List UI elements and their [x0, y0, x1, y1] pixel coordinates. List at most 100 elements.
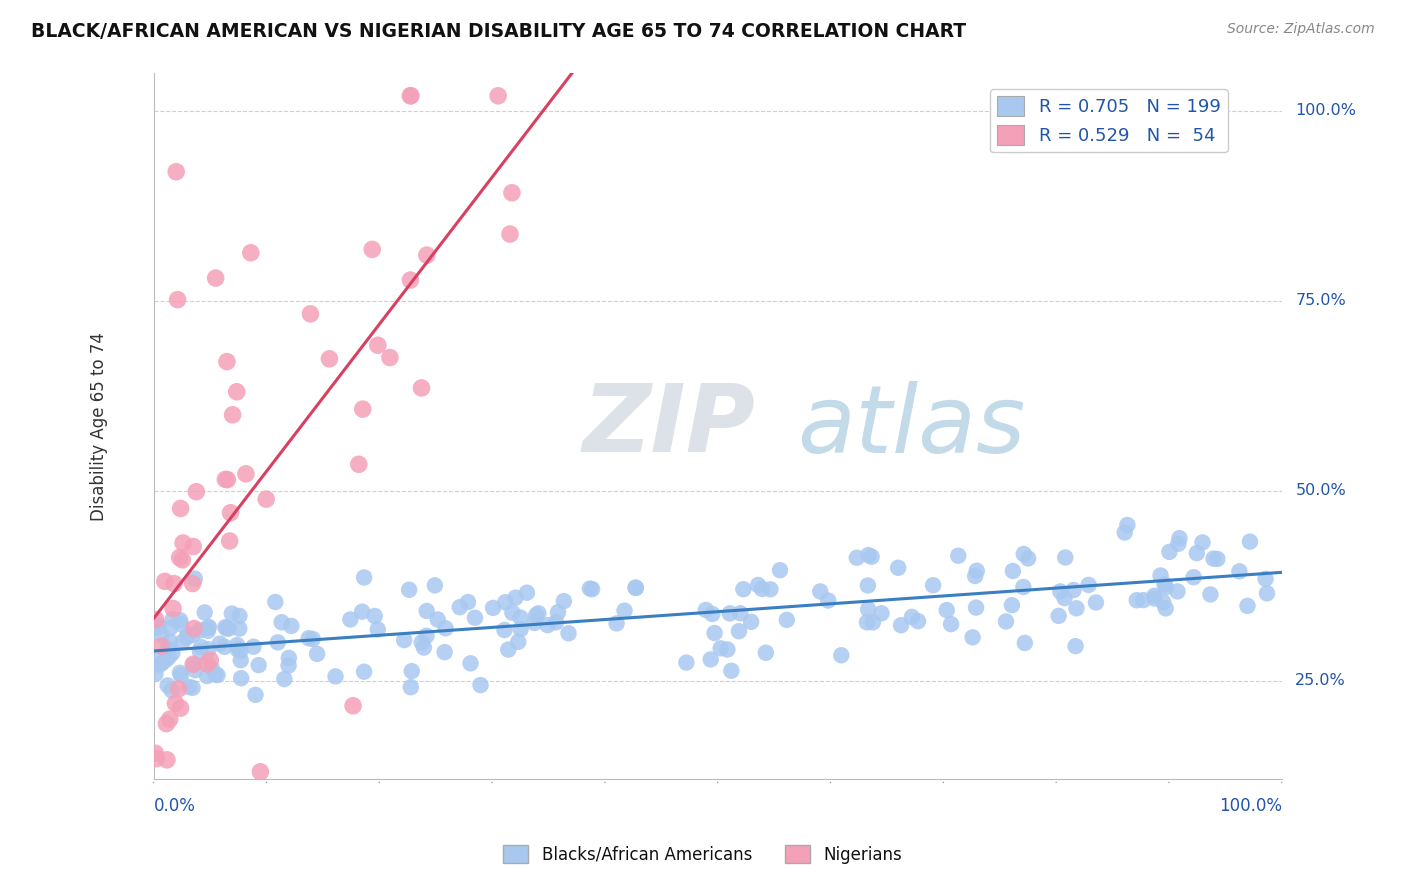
Point: [156, 641, 179, 656]
Text: ZIP: ZIP: [582, 380, 755, 472]
Point: [1239, 534, 1261, 549]
Point: [1132, 593, 1154, 607]
Point: [159, 634, 181, 648]
Text: 75.0%: 75.0%: [1295, 293, 1346, 309]
Point: [169, 665, 191, 680]
Point: [1066, 601, 1088, 615]
Point: [1084, 595, 1107, 609]
Point: [156, 753, 179, 767]
Point: [747, 578, 769, 592]
Point: [962, 631, 984, 645]
Point: [226, 642, 249, 657]
Point: [1166, 584, 1188, 599]
Point: [347, 458, 370, 472]
Point: [1053, 591, 1076, 606]
Point: [200, 653, 222, 667]
Text: 0.0%: 0.0%: [153, 797, 195, 815]
Point: [152, 656, 174, 670]
Point: [624, 581, 647, 595]
Point: [907, 614, 929, 628]
Point: [190, 640, 212, 654]
Point: [411, 635, 433, 649]
Point: [1126, 593, 1149, 607]
Point: [808, 584, 831, 599]
Point: [176, 628, 198, 642]
Point: [1116, 518, 1139, 533]
Point: [1168, 531, 1191, 545]
Point: [498, 642, 520, 657]
Point: [226, 638, 249, 652]
Point: [1182, 570, 1205, 584]
Point: [501, 606, 523, 620]
Point: [740, 615, 762, 629]
Point: [1191, 535, 1213, 549]
Point: [184, 663, 207, 677]
Point: [501, 186, 523, 200]
Point: [145, 751, 167, 765]
Point: [1001, 598, 1024, 612]
Point: [464, 611, 486, 625]
Point: [995, 615, 1018, 629]
Point: [181, 540, 204, 554]
Point: [273, 672, 295, 686]
Point: [1159, 545, 1181, 559]
Point: [353, 570, 375, 584]
Point: [415, 629, 437, 643]
Point: [527, 607, 550, 621]
Point: [146, 621, 169, 635]
Point: [1256, 586, 1278, 600]
Point: [218, 622, 240, 636]
Point: [710, 641, 733, 656]
Point: [433, 645, 456, 659]
Point: [862, 615, 884, 630]
Point: [247, 658, 270, 673]
Point: [155, 716, 177, 731]
Point: [939, 617, 962, 632]
Point: [364, 609, 387, 624]
Point: [217, 473, 239, 487]
Point: [361, 243, 384, 257]
Point: [160, 683, 183, 698]
Point: [231, 671, 253, 685]
Point: [392, 633, 415, 648]
Point: [1206, 552, 1229, 566]
Point: [703, 626, 725, 640]
Point: [186, 484, 208, 499]
Legend: Blacks/African Americans, Nigerians: Blacks/African Americans, Nigerians: [496, 838, 910, 871]
Point: [165, 696, 187, 710]
Point: [163, 576, 186, 591]
Point: [148, 619, 170, 633]
Point: [460, 657, 482, 671]
Point: [169, 501, 191, 516]
Point: [155, 652, 177, 666]
Point: [195, 657, 218, 671]
Point: [399, 680, 422, 694]
Point: [181, 681, 204, 695]
Point: [509, 622, 531, 636]
Point: [411, 381, 433, 395]
Point: [856, 615, 879, 630]
Point: [499, 227, 522, 241]
Point: [486, 88, 509, 103]
Point: [208, 637, 231, 651]
Point: [201, 661, 224, 675]
Point: [935, 603, 957, 617]
Point: [718, 607, 741, 621]
Point: [1012, 580, 1035, 594]
Point: [890, 618, 912, 632]
Point: [1064, 639, 1087, 653]
Point: [228, 622, 250, 636]
Point: [169, 613, 191, 627]
Point: [1001, 564, 1024, 578]
Point: [412, 640, 434, 655]
Point: [966, 564, 988, 578]
Point: [720, 664, 742, 678]
Point: [214, 472, 236, 486]
Point: [416, 248, 439, 262]
Point: [1143, 589, 1166, 603]
Point: [1063, 582, 1085, 597]
Point: [162, 612, 184, 626]
Point: [856, 602, 879, 616]
Point: [156, 678, 179, 692]
Point: [1047, 608, 1070, 623]
